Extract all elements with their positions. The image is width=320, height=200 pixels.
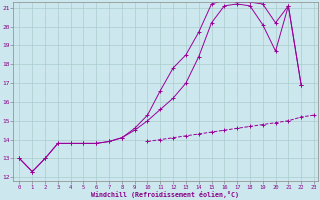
X-axis label: Windchill (Refroidissement éolien,°C): Windchill (Refroidissement éolien,°C) xyxy=(92,191,239,198)
